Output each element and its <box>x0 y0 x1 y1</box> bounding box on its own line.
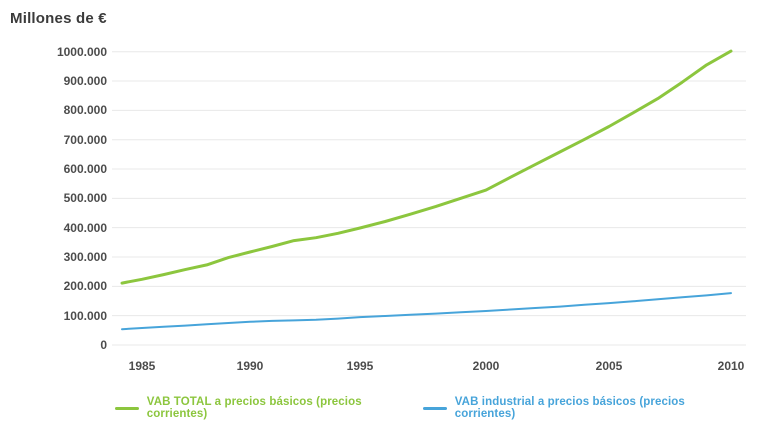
legend-line-swatch-blue <box>422 406 447 410</box>
x-tick-label: 2005 <box>595 359 623 373</box>
legend: VAB TOTAL a precios básicos (precios cor… <box>115 396 746 420</box>
legend-item-vab-industrial[interactable]: VAB industrial a precios básicos (precio… <box>422 396 746 420</box>
legend-item-vab-total[interactable]: VAB TOTAL a precios básicos (precios cor… <box>115 396 423 420</box>
legend-label-vab-industrial: VAB industrial a precios básicos (precio… <box>454 396 685 420</box>
y-tick-label: 100.000 <box>63 308 107 323</box>
gridlines <box>112 51 746 346</box>
x-tick-label: 1995 <box>346 359 374 373</box>
chart-title: Millones de € <box>10 10 107 27</box>
y-tick-label: 700.000 <box>63 132 107 147</box>
x-tick-label: 1990 <box>236 359 264 373</box>
x-tick-label: 2000 <box>472 359 500 373</box>
y-tick-label: 500.000 <box>63 191 107 206</box>
y-tick-label: 600.000 <box>63 162 107 177</box>
series-line-vab-total <box>120 49 733 285</box>
x-tick-label: 2010 <box>717 359 745 373</box>
y-tick-label: 900.000 <box>63 74 107 89</box>
legend-line-swatch-green <box>115 406 139 410</box>
y-tick-label: 0 <box>100 338 107 352</box>
y-tick-label: 400.000 <box>63 220 107 235</box>
y-tick-label: 200.000 <box>63 279 107 294</box>
series-line-vab-industrial <box>121 292 732 331</box>
legend-label-vab-total: VAB TOTAL a precios básicos (precios cor… <box>146 396 362 420</box>
x-tick-label: 1985 <box>128 359 156 373</box>
y-tick-label: 300.000 <box>63 250 107 264</box>
y-tick-label: 800.000 <box>63 103 107 118</box>
y-tick-label: 1000.000 <box>56 44 107 59</box>
